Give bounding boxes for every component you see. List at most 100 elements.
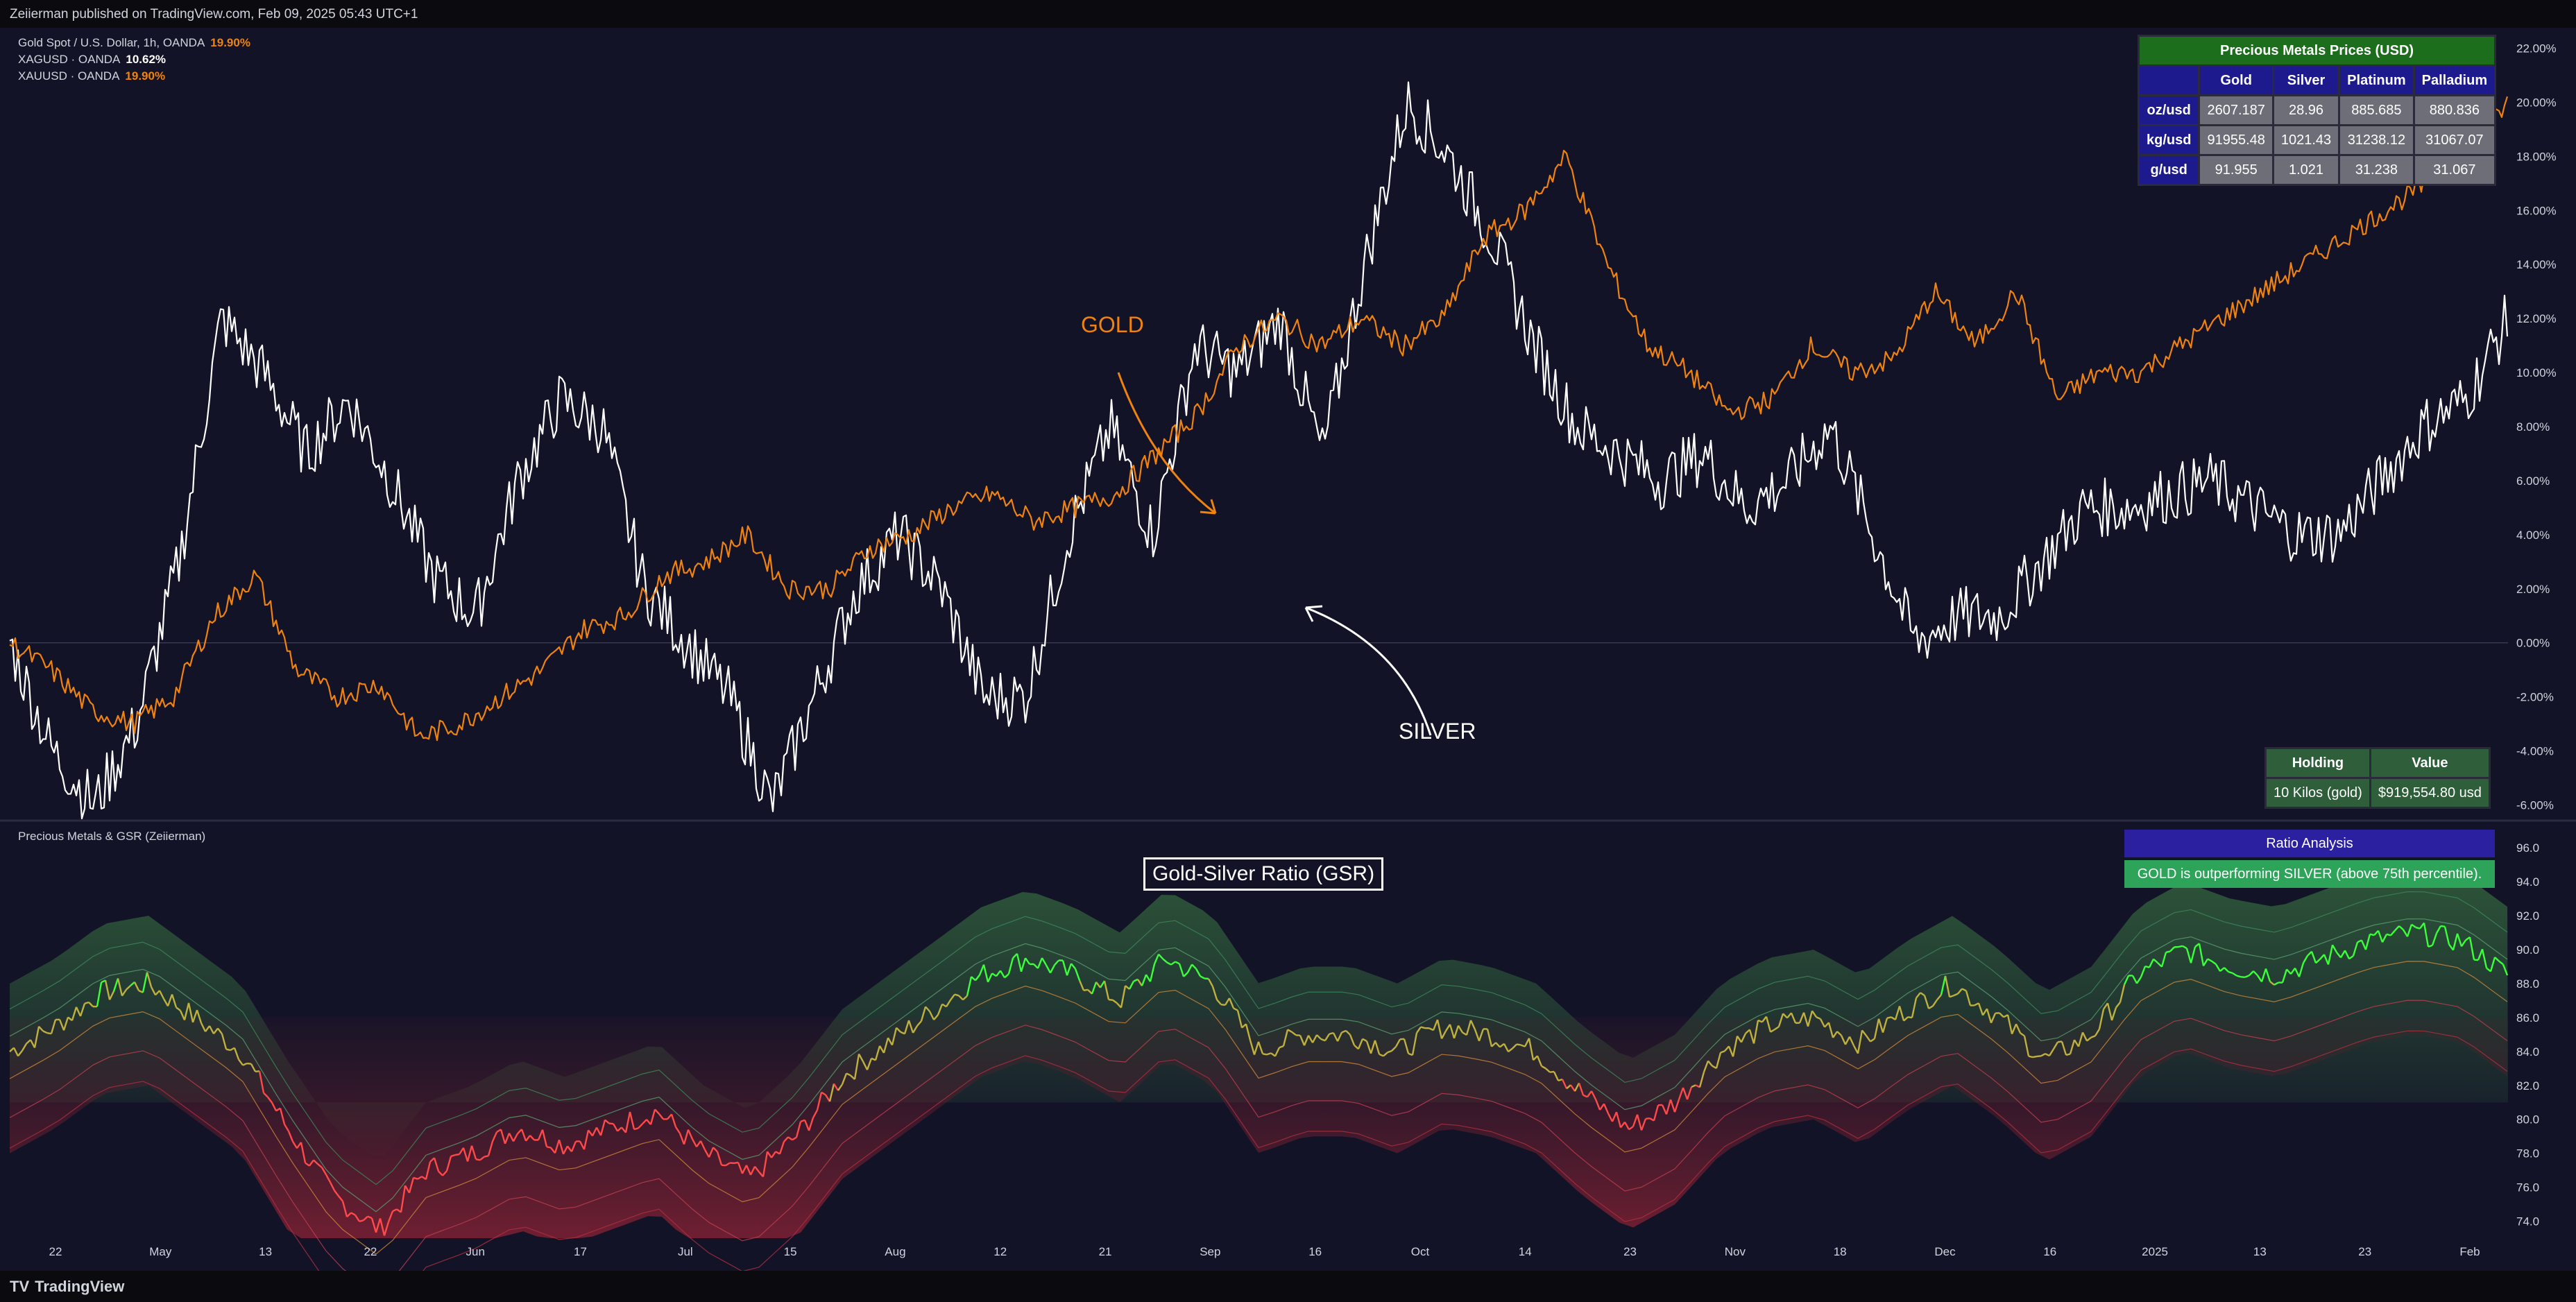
gsr-segment	[1307, 1035, 1314, 1043]
gsr-segment	[745, 1165, 752, 1176]
gsr-segment	[1253, 1041, 1260, 1055]
gsr-segment	[1977, 1002, 1984, 1016]
gsr-segment	[2028, 1055, 2033, 1059]
gsr-segment	[2182, 945, 2187, 950]
y-tick-label: 92.0	[2516, 909, 2539, 923]
gsr-segment	[1469, 1020, 1476, 1030]
gsr-segment	[2103, 1002, 2108, 1010]
gsr-segment	[1394, 1038, 1401, 1047]
gsr-segment	[21, 1043, 28, 1052]
gsr-segment	[1715, 1052, 1722, 1069]
gsr-segment	[1303, 1035, 1310, 1046]
gsr-segment	[945, 1000, 952, 1007]
gsr-segment	[1320, 1038, 1326, 1042]
gsr-segment	[2440, 925, 2446, 927]
upper-pane	[9, 81, 2509, 820]
gsr-segment	[350, 1212, 356, 1216]
gsr-segment	[887, 1037, 894, 1046]
gsr-segment	[1403, 1038, 1410, 1054]
x-tick-label: Jul	[678, 1245, 693, 1258]
gsr-segment	[2435, 925, 2442, 934]
gsr-segment	[33, 1026, 40, 1048]
gsr-segment	[2148, 959, 2155, 968]
gsr-segment	[562, 1145, 569, 1155]
gsr-segment	[2381, 934, 2388, 943]
gsr-segment	[812, 1109, 819, 1118]
gsr-segment	[1762, 1016, 1767, 1023]
gsr-segment	[133, 982, 140, 991]
gsr-segment	[670, 1113, 677, 1128]
gsr-segment	[2211, 960, 2217, 965]
gsr-segment	[778, 1141, 785, 1154]
gsr-segment	[84, 1001, 89, 1004]
gsr-segment	[2052, 1041, 2059, 1050]
gsr-segment	[1191, 963, 1197, 970]
gsr-segment	[633, 1127, 639, 1131]
gsr-segment	[1257, 1041, 1264, 1054]
gsr-segment	[1587, 1090, 1592, 1098]
gsr-segment	[1737, 1035, 1742, 1043]
gsr-segment	[2502, 963, 2509, 976]
gsr-segment	[2477, 948, 2484, 961]
gsr-segment	[263, 1092, 268, 1098]
gsr-segment	[213, 1027, 219, 1035]
gsr-segment	[112, 978, 119, 992]
gsr-segment	[233, 1047, 240, 1060]
gsr-segment	[966, 976, 973, 997]
gsr-segment	[679, 1133, 685, 1145]
gsr-segment	[1857, 1030, 1863, 1054]
gsr-segment	[1615, 1111, 1622, 1128]
gsr-segment	[321, 1167, 327, 1175]
gsr-segment	[1491, 1042, 1496, 1047]
y-tick-label: 78.0	[2516, 1147, 2539, 1160]
gsr-segment	[708, 1147, 715, 1158]
gsr-segment	[162, 998, 169, 1007]
x-tick-label: Sep	[1200, 1245, 1220, 1258]
gsr-segment	[26, 1039, 31, 1045]
gsr-segment	[1720, 1050, 1725, 1054]
y-tick-label: -6.00%	[2516, 799, 2554, 812]
gsr-segment	[1990, 1013, 1997, 1024]
gsr-segment	[1112, 999, 1118, 1004]
gsr-segment	[2298, 962, 2305, 977]
gsr-segment	[479, 1156, 485, 1161]
gsr-segment	[646, 1119, 651, 1125]
ratio-title: Ratio Analysis	[2124, 830, 2495, 857]
gsr-segment	[367, 1215, 373, 1219]
gsr-segment	[803, 1120, 810, 1131]
gsr-segment	[475, 1158, 481, 1161]
gsr-segment	[2411, 923, 2416, 928]
gsr-segment	[1220, 1003, 1226, 1007]
gsr-segment	[1175, 961, 1180, 965]
x-tick-label: May	[149, 1245, 172, 1258]
gsr-segment	[1291, 1031, 1297, 1036]
gsr-segment	[2443, 926, 2450, 945]
gsr-segment	[2123, 975, 2130, 986]
x-tick-label: 14	[1519, 1245, 1532, 1258]
gsr-segment	[749, 1166, 756, 1176]
gsr-segment	[1016, 953, 1023, 973]
gsr-segment	[771, 1151, 776, 1158]
gsr-segment	[1665, 1099, 1672, 1115]
gsr-segment	[1561, 1079, 1568, 1089]
gsr-segment	[1170, 961, 1176, 966]
column-header: Silver	[2274, 67, 2339, 94]
gsr-segment	[1045, 964, 1052, 974]
gsr-segment	[683, 1129, 690, 1145]
legend-line-1: Gold Spot / U.S. Dollar, 1h, OANDA 19.90%	[18, 36, 250, 49]
gsr-segment	[1886, 1016, 1892, 1019]
gsr-segment	[737, 1162, 744, 1174]
gsr-segment	[334, 1190, 339, 1197]
gsr-segment	[191, 1009, 198, 1023]
gsr-segment	[1882, 1018, 1888, 1033]
gsr-segment	[1245, 1023, 1252, 1040]
gsr-segment	[217, 1027, 223, 1035]
gsr-segment	[907, 1020, 914, 1034]
gsr-segment	[1807, 1010, 1814, 1027]
gsr-segment	[1570, 1084, 1576, 1092]
gsr-segment	[2319, 954, 2325, 960]
y-tick-label: 86.0	[2516, 1011, 2539, 1025]
gsr-segment	[1928, 1005, 1934, 1010]
chart-canvas[interactable]: 22.00% 20.00% 18.00% 16.00% 14.00% 12.00% 10.0…	[0, 28, 2576, 1271]
gsr-segment	[833, 1083, 839, 1091]
